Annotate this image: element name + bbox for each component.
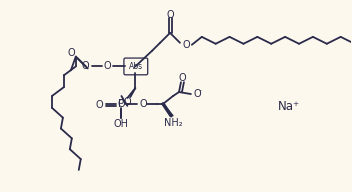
Text: O: O bbox=[118, 99, 125, 109]
Text: O: O bbox=[82, 61, 89, 71]
Text: O: O bbox=[178, 73, 186, 83]
Text: O: O bbox=[182, 40, 190, 50]
Text: O: O bbox=[139, 99, 147, 109]
Text: P: P bbox=[118, 99, 125, 109]
Text: O: O bbox=[124, 97, 131, 107]
Text: O: O bbox=[104, 61, 111, 71]
Text: O: O bbox=[166, 10, 174, 20]
FancyBboxPatch shape bbox=[124, 58, 148, 75]
Text: Abs: Abs bbox=[129, 62, 143, 71]
Text: NH₂: NH₂ bbox=[164, 118, 182, 128]
Text: Na⁺: Na⁺ bbox=[278, 100, 300, 113]
Text: O: O bbox=[96, 100, 103, 110]
Text: O: O bbox=[193, 89, 201, 99]
Text: OH: OH bbox=[114, 119, 129, 129]
Text: ·: · bbox=[199, 86, 203, 96]
Text: O: O bbox=[67, 48, 75, 58]
